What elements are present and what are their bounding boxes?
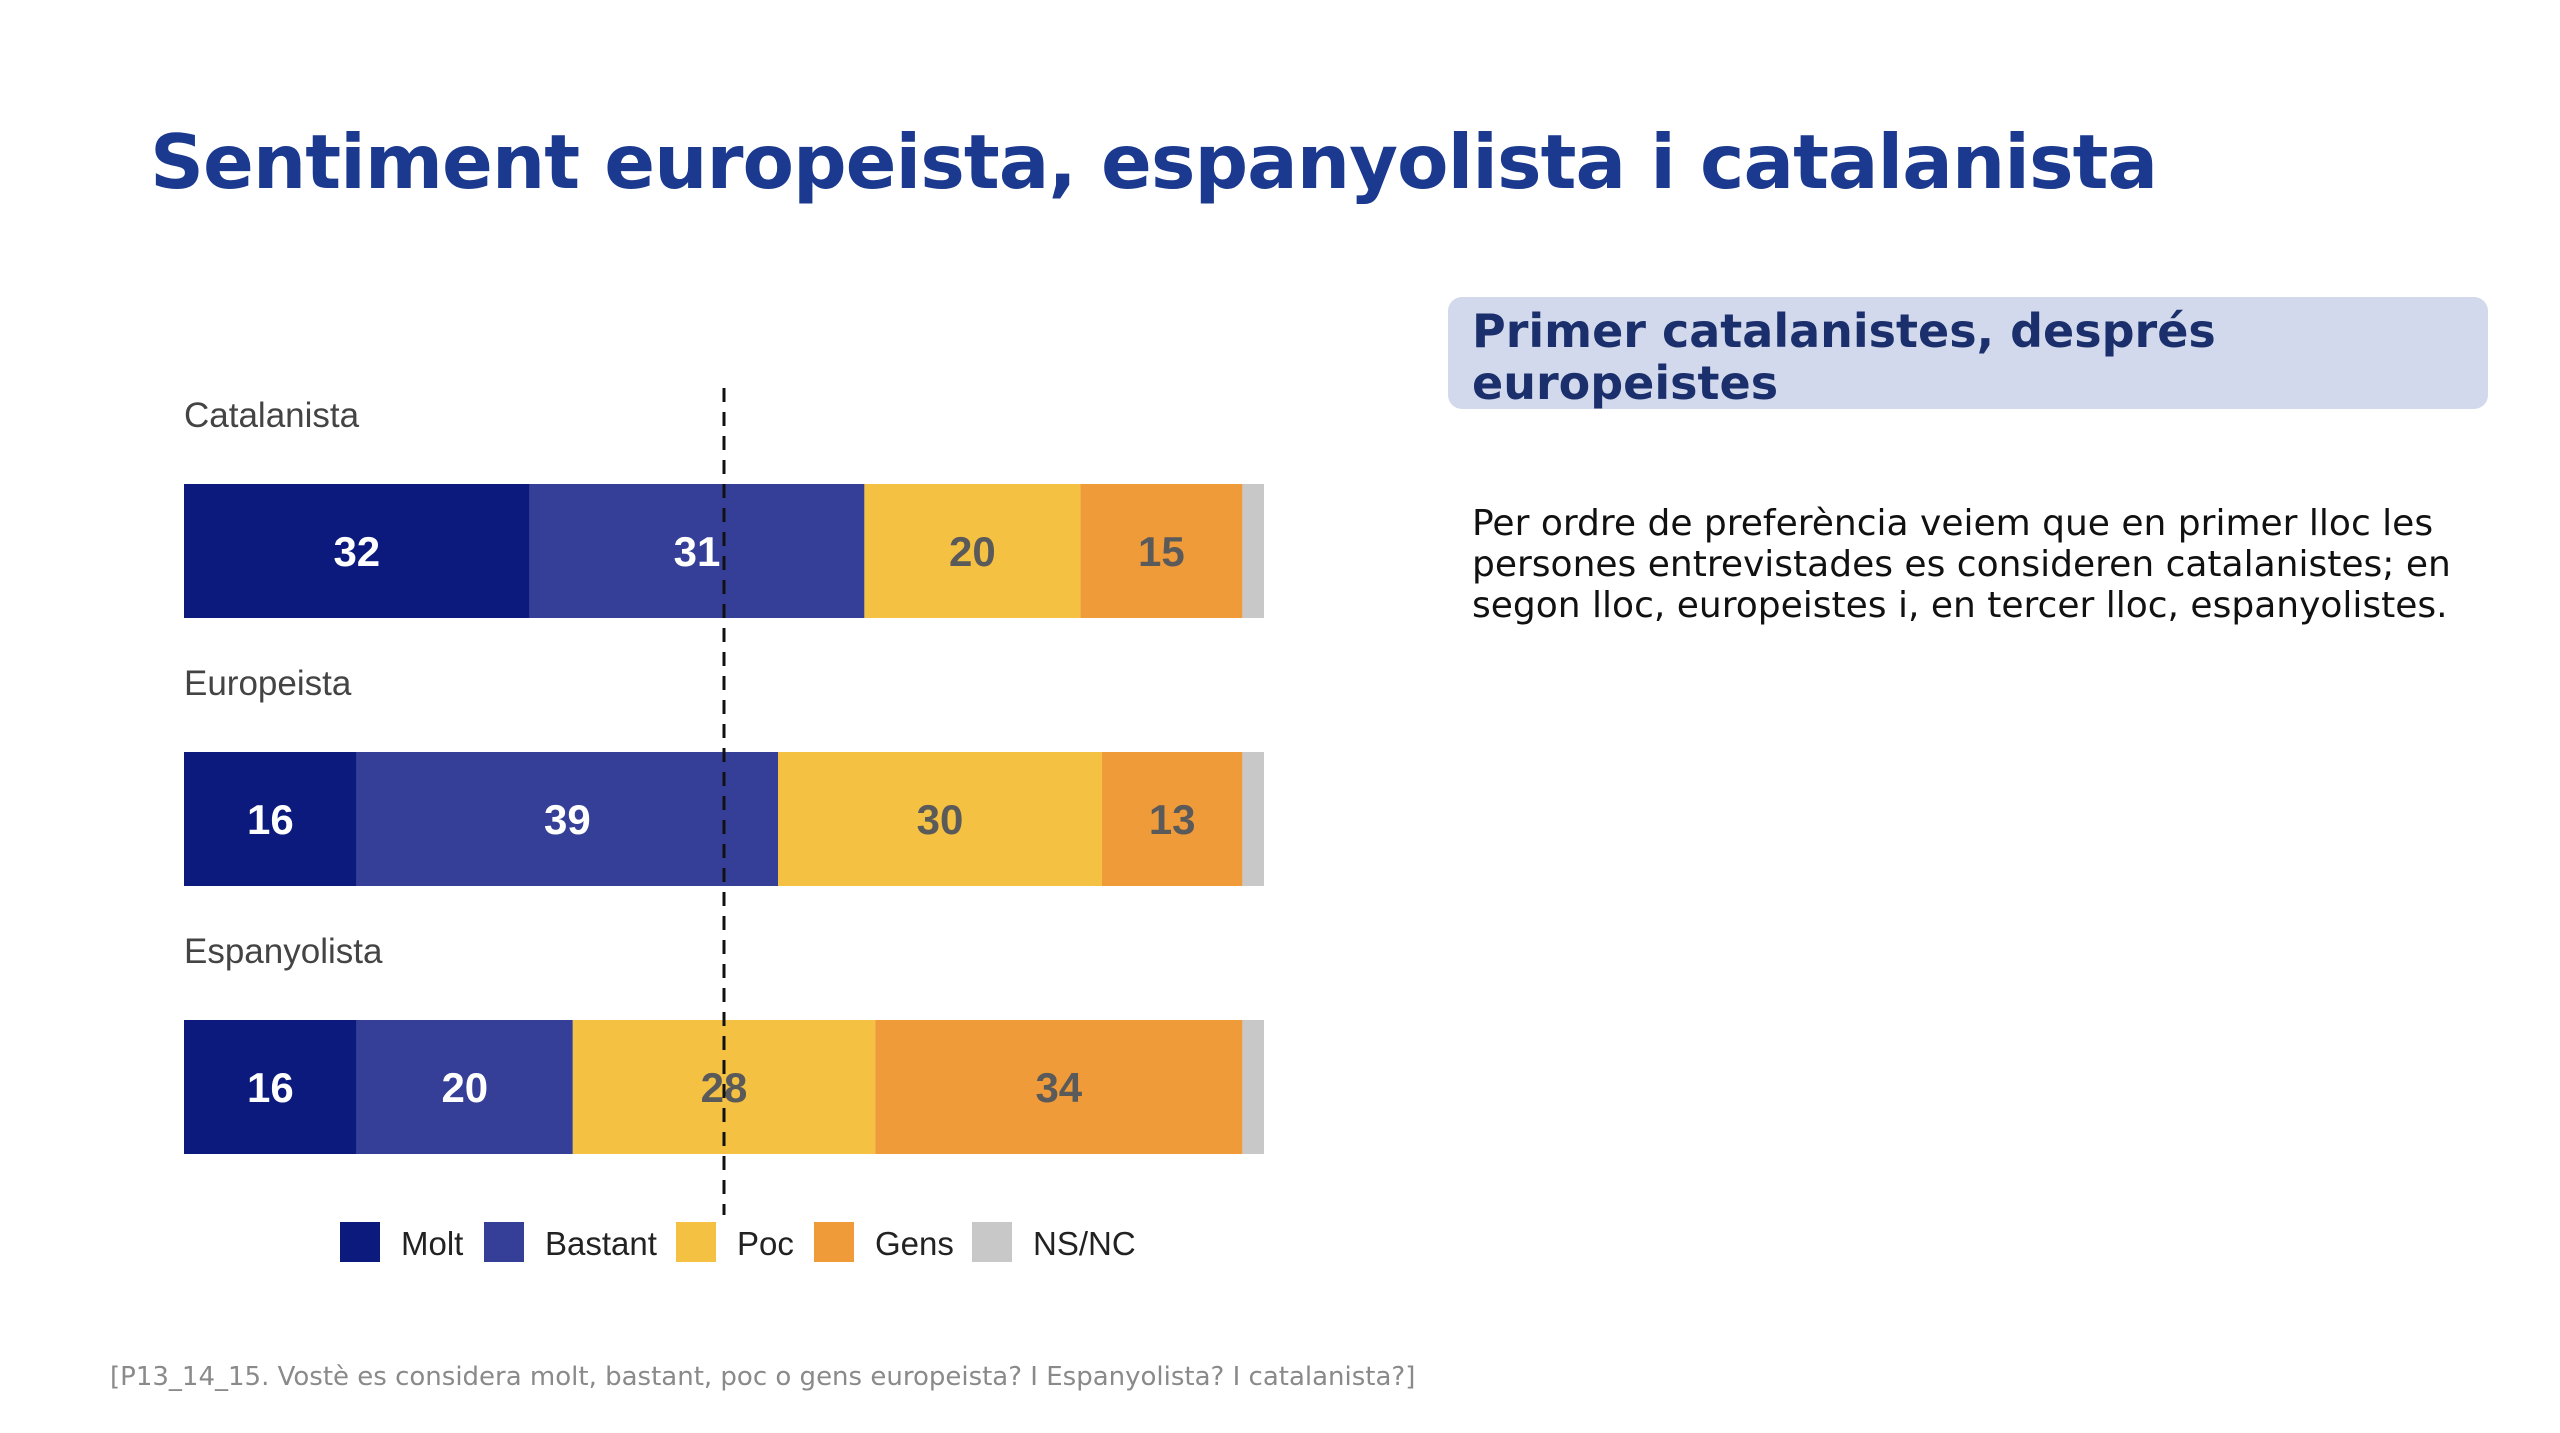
bar-segment-gens [1102, 752, 1243, 886]
data-label: 32 [333, 528, 380, 575]
data-label: 20 [441, 1064, 488, 1111]
legend-swatch [676, 1222, 716, 1262]
bar-segment-nsnc [1242, 752, 1264, 886]
bar-segment-gens [1080, 484, 1243, 618]
bar-segment-molt [184, 484, 530, 618]
data-label: 15 [1138, 528, 1185, 575]
data-label: 20 [949, 528, 996, 575]
data-label: 16 [247, 796, 294, 843]
legend-swatch [484, 1222, 524, 1262]
legend-label: NS/NC [1033, 1225, 1136, 1262]
page-title: Sentiment europeista, espanyolista i cat… [150, 118, 2158, 206]
bar-segment-bastant [529, 484, 865, 618]
category-label: Espanyolista [184, 932, 383, 971]
legend-swatch [814, 1222, 854, 1262]
callout-box: Primer catalanistes, després europeistes [1448, 297, 2488, 409]
legend-swatch [972, 1222, 1012, 1262]
data-label: 30 [917, 796, 964, 843]
legend-label: Poc [737, 1225, 794, 1262]
bar-segment-bastant [356, 1020, 573, 1154]
category-label: Catalanista [184, 396, 360, 435]
callout-heading: Primer catalanistes, després europeistes [1472, 304, 2216, 410]
data-label: 13 [1149, 796, 1196, 843]
stacked-bar-chart: Catalanista 32 31 20 15 Europeista 16 39 30 13 Esp… [184, 388, 1264, 1262]
bar-segment-poc [778, 752, 1102, 886]
data-label: 34 [1035, 1064, 1082, 1111]
bar-segment-bastant [356, 752, 778, 886]
bar-segment-molt [184, 752, 357, 886]
bar-segment-molt [184, 1020, 357, 1154]
legend-swatch [340, 1222, 380, 1262]
question-footnote: [P13_14_15. Vostè es considera molt, bas… [110, 1362, 1416, 1392]
legend-label: Gens [875, 1225, 954, 1262]
bar-segment-gens [875, 1020, 1243, 1154]
data-label: 31 [674, 528, 721, 575]
data-label: 39 [544, 796, 591, 843]
bar-segment-nsnc [1242, 484, 1264, 618]
data-label: 16 [247, 1064, 294, 1111]
bar-segment-poc [864, 484, 1081, 618]
legend-label: Molt [401, 1225, 463, 1262]
legend-label: Bastant [545, 1225, 657, 1262]
summary-text: Per ordre de preferència veiem que en pr… [1472, 503, 2451, 626]
bar-segment-nsnc [1242, 1020, 1264, 1154]
category-label: Europeista [184, 664, 352, 703]
